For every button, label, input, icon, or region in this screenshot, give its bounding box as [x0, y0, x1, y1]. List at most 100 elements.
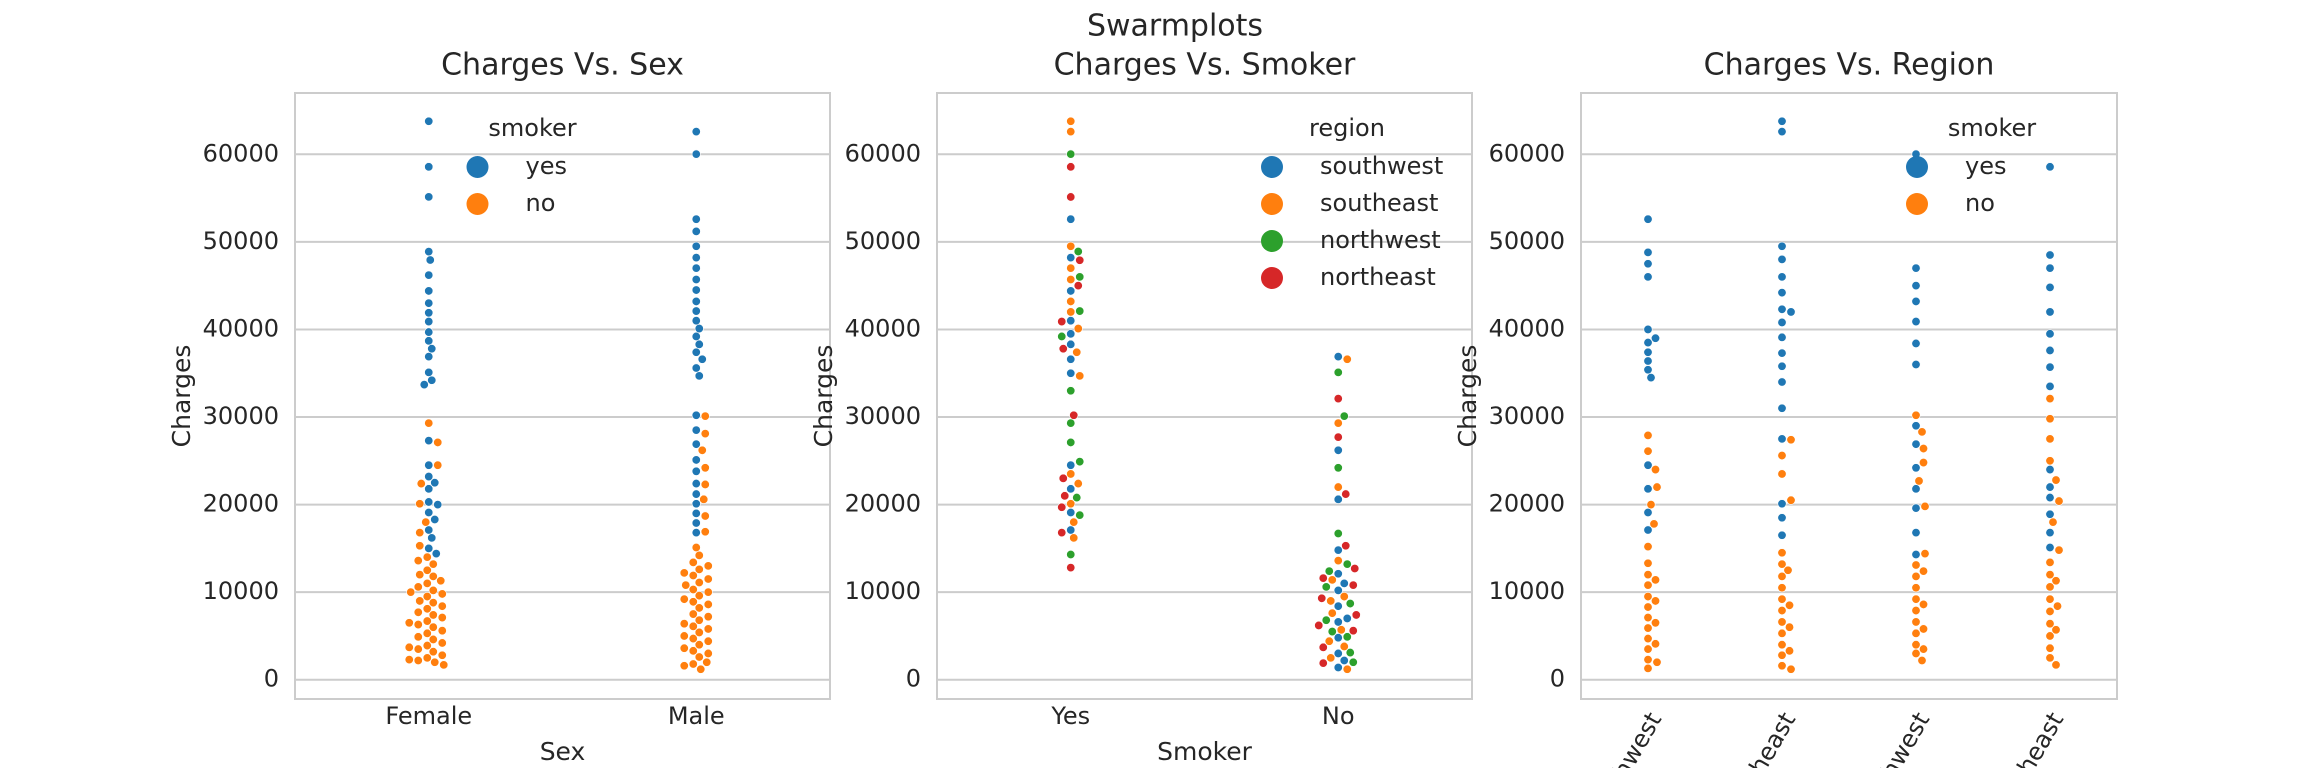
swarm-point	[2045, 329, 2055, 339]
swarm-point	[1643, 446, 1653, 456]
chart-title: Charges Vs. Sex	[441, 48, 684, 83]
swarm-point	[691, 241, 701, 251]
panel: 0 10000 20000 30000 40000 50000 60000 Charges V…	[809, 48, 1473, 766]
swarm-point	[422, 641, 432, 651]
swarm-point	[1777, 361, 1787, 371]
swarm-point	[691, 275, 701, 285]
swarm-point	[433, 500, 443, 510]
swarm-point	[413, 655, 423, 665]
swarm-point	[681, 580, 691, 590]
legend-marker	[1906, 156, 1928, 178]
swarm-point	[427, 344, 437, 354]
swarm-point	[1066, 460, 1076, 470]
y-tick-label: 50000	[203, 227, 279, 255]
y-tick-label: 20000	[845, 490, 921, 518]
swarm-point	[422, 653, 432, 663]
swarm-point	[1339, 655, 1349, 665]
swarm-point	[1066, 214, 1076, 224]
swarm-point	[1777, 288, 1787, 298]
swarm-point	[691, 439, 701, 449]
swarm-point	[1333, 418, 1343, 428]
swarm-point	[702, 657, 712, 667]
swarm-point	[2045, 542, 2055, 552]
y-tick-label: 20000	[1489, 490, 1565, 518]
swarm-point	[1777, 640, 1787, 650]
swarm-point	[691, 306, 701, 316]
swarm-point	[2054, 545, 2064, 555]
swarm-point	[1333, 528, 1343, 538]
swarm-point	[424, 525, 434, 535]
swarm-point	[1066, 368, 1076, 378]
swarm-point	[691, 127, 701, 137]
swarm-point	[1069, 517, 1079, 527]
swarm-point	[437, 589, 447, 599]
swarm-point	[422, 578, 432, 588]
swarm-point	[437, 638, 447, 648]
swarm-point	[1333, 617, 1343, 627]
swarm-point	[1314, 620, 1324, 630]
swarm-point	[428, 571, 438, 581]
swarm-point	[1066, 275, 1076, 285]
y-tick-label: 40000	[1489, 314, 1565, 342]
swarm-point	[2045, 653, 2055, 663]
swarm-point	[1643, 602, 1653, 612]
swarm-point	[1073, 479, 1083, 489]
swarm-point	[679, 619, 689, 629]
swarm-point	[1920, 549, 1930, 559]
swarm-point	[1333, 494, 1343, 504]
swarm-point	[1339, 641, 1349, 651]
swarm-point	[703, 624, 713, 634]
swarm-point	[1777, 548, 1787, 558]
swarm-point	[694, 640, 704, 650]
swarm-point	[691, 499, 701, 509]
swarm-point	[1073, 247, 1083, 257]
legend-marker	[1261, 230, 1283, 252]
swarm-point	[2045, 509, 2055, 519]
x-tick-label: Yes	[1050, 702, 1090, 730]
legend-label: yes	[526, 152, 567, 180]
legend-label: southwest	[1320, 152, 1443, 180]
swarm-point	[1342, 354, 1352, 364]
swarm-point	[1345, 599, 1355, 609]
legend-label: no	[526, 189, 556, 217]
swarm-point	[2045, 465, 2055, 475]
swarm-point	[688, 585, 698, 595]
x-tick-label: Female	[385, 702, 472, 730]
swarm-point	[1350, 564, 1360, 574]
swarm-point	[1643, 644, 1653, 654]
swarm-point	[427, 533, 437, 543]
swarm-point	[2045, 162, 2055, 172]
legend-marker	[1261, 156, 1283, 178]
swarm-point	[1069, 533, 1079, 543]
swarm-point	[1649, 519, 1659, 529]
swarm-point	[703, 587, 713, 597]
y-tick-label: 50000	[1489, 227, 1565, 255]
swarm-point	[691, 528, 701, 538]
swarm-point	[2054, 496, 2064, 506]
swarm-point	[2045, 493, 2055, 503]
swarm-point	[2045, 263, 2055, 273]
swarm-point	[1066, 418, 1076, 428]
x-tick-label: southwest	[1581, 708, 1667, 768]
swarm-point	[1914, 476, 1924, 486]
swarm-point	[1333, 662, 1343, 672]
swarm-point	[422, 592, 432, 602]
swarm-point	[1777, 451, 1787, 461]
legend-marker	[1906, 193, 1928, 215]
swarm-point	[1342, 613, 1352, 623]
swarm-point	[1911, 648, 1921, 658]
swarm-point	[1777, 272, 1787, 282]
swarm-point	[428, 598, 438, 608]
swarm-point	[1911, 628, 1921, 638]
swarm-point	[430, 657, 440, 667]
swarm-point	[424, 543, 434, 553]
swarm-point	[1777, 434, 1787, 444]
swarm-point	[424, 298, 434, 308]
swarm-point	[700, 463, 710, 473]
swarm-point	[1066, 241, 1076, 251]
swarm-point	[1336, 625, 1346, 635]
swarm-point	[1318, 658, 1328, 668]
swarm-point	[1911, 296, 1921, 306]
swarm-point	[413, 620, 423, 630]
